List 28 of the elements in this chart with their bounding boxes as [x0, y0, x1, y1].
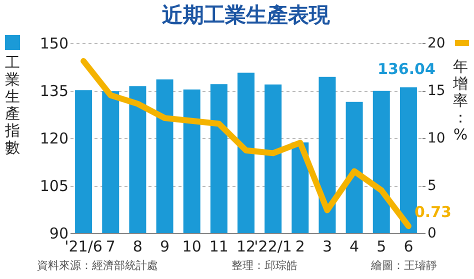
x-tick-label: 10	[182, 238, 202, 256]
y2-axis-title: 年增率：%	[452, 58, 468, 144]
x-tick-label: 12	[236, 238, 256, 256]
x-tick-label: 11	[209, 238, 228, 256]
y2-tick-label: 20	[428, 36, 446, 52]
y-axis-title: 工業生產指數	[4, 54, 20, 156]
data-label: 136.04	[378, 60, 436, 78]
y-tick-label: 120	[40, 130, 68, 148]
x-tick-label: 2	[295, 238, 305, 256]
x-tick-label: '22/1	[254, 238, 292, 256]
x-tick-label: 9	[160, 238, 170, 256]
chart-title: 近期工業生產表現	[161, 3, 331, 27]
x-tick-label: 3	[322, 238, 332, 256]
source-note: 資料來源：經濟部統計處	[36, 258, 158, 273]
x-tick-label: 7	[106, 238, 116, 256]
y2-tick-label: 10	[428, 130, 446, 146]
text: 整理：邱琮皓	[231, 258, 298, 273]
y-tick-label: 150	[40, 34, 68, 52]
y-tick-label: 105	[40, 177, 68, 195]
x-tick-label: 5	[376, 238, 386, 256]
x-tick-label: 6	[404, 238, 414, 256]
text: 繪圖：王璿靜	[371, 258, 438, 273]
y-tick-label: 135	[40, 82, 68, 100]
y2-tick-label: 5	[428, 178, 436, 194]
y2-tick-label: 15	[428, 83, 446, 99]
x-tick-label: 8	[132, 238, 142, 256]
y2-tick-label: 0	[428, 226, 436, 242]
x-tick-label: 4	[350, 238, 360, 256]
